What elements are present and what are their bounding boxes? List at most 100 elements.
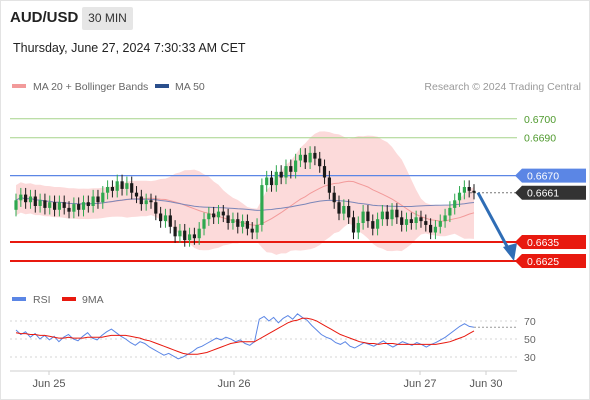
candle-body [429,224,433,233]
candle-body [327,177,331,193]
candle-body [91,196,95,206]
candle-body [48,202,52,208]
candle-body [28,196,33,203]
candle-body [207,213,211,220]
candle-body [43,200,47,208]
support-label-box [515,234,586,249]
candle-body [24,194,28,203]
candle-body [226,215,230,223]
candle-body [120,181,124,189]
candle-body [347,206,351,218]
candle-body [269,177,274,186]
candle-body [337,202,341,214]
candle-body [332,192,336,203]
x-axis-tick-label: Jun 25 [32,378,65,390]
candle-body [400,217,404,225]
candle-body [424,221,428,225]
candlesticks [14,146,517,261]
candle-body [265,177,269,186]
candle-body [298,154,302,161]
candle-body [457,192,462,201]
candle-body [419,217,423,222]
candle-body [376,219,380,229]
ma50-legend-swatch [155,84,169,88]
price-levels [10,118,517,262]
candle-body [139,196,143,205]
candle-body [163,215,168,222]
candle-body [380,211,384,220]
rsi-ma-legend-label: 9MA [82,294,104,306]
candle-body [115,181,119,191]
candle-body [289,166,293,172]
ma20-legend-label: MA 20 + Bollinger Bands [33,81,148,93]
candle-body [216,211,221,218]
candle-body [81,202,86,210]
candle-body [342,206,346,214]
candle-body [279,171,283,178]
candle-body [38,200,42,206]
candle-body [212,213,216,218]
chart-timestamp: Thursday, June 27, 2024 7:30:33 AM CET [13,41,246,55]
ma20-legend-swatch [12,84,26,88]
candle-body [250,228,254,233]
rsi-legend-swatch [12,297,26,301]
candle-body [106,187,110,193]
x-axis: Jun 25 Jun 26 Jun 27 Jun 30 [32,371,503,390]
rsi-plot: 70 50 30 [10,313,536,364]
candle-body [57,202,61,210]
candle-body [313,152,317,159]
x-axis-tick-label: Jun 27 [403,378,436,390]
bollinger-band [16,131,474,255]
candle-body [395,209,399,218]
candle-body [294,160,298,172]
price-legend: MA 20 + Bollinger Bands MA 50 Research ©… [12,81,581,93]
support-label: 0.6635 [527,237,559,249]
projection-arrow-head [503,242,517,261]
ma50-legend-label: MA 50 [175,81,205,93]
candle-body [168,215,172,227]
candle-body [356,223,360,233]
candle-body [433,226,437,233]
candle-body [173,226,177,237]
candle-body [366,211,370,222]
rsi-ma-legend-swatch [62,297,76,301]
candle-body [414,217,418,223]
candle-body [371,221,375,229]
candle-body [241,221,245,227]
candle-body [134,192,139,197]
candle-body [231,219,235,223]
support-label: 0.6625 [527,256,559,268]
rsi-tick-label: 30 [524,352,536,364]
rsi-legend: RSI 9MA [12,294,104,306]
candle-body [178,230,182,237]
candle-body [221,211,225,216]
candle-body [144,200,148,205]
pivot-label: 0.6670 [527,171,559,183]
candle-body [159,213,163,222]
candle-body [385,211,389,220]
candle-body [322,166,327,178]
rsi-legend-label: RSI [33,294,51,306]
current-price-box [515,185,586,200]
candle-body [351,217,356,233]
pivot-label-box [515,168,586,183]
candle-body [404,219,409,225]
candle-body [236,219,240,227]
rsi-ma-line [15,317,475,355]
candle-body [19,194,23,201]
candle-body [274,171,278,186]
candle-body [130,183,134,193]
candle-body [202,219,206,229]
candle-body [438,221,442,227]
candle-body [110,187,114,191]
candle-body [67,207,71,212]
candle-body [255,224,259,233]
candle-body [390,209,394,220]
candle-body [14,200,18,210]
candle-body [149,200,153,203]
candle-body [318,158,322,167]
credit-text: Research © 2024 Trading Central [424,81,581,93]
x-axis-tick-label: Jun 26 [217,378,250,390]
interval-button[interactable]: 30 MIN [82,7,133,30]
